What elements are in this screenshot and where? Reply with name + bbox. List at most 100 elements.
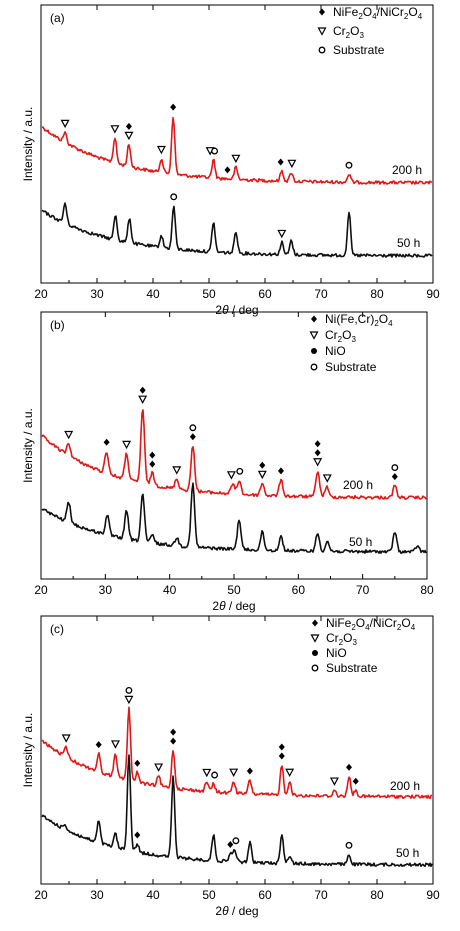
legend-subscript: 4 bbox=[372, 12, 377, 21]
peak-marker-triangle-icon bbox=[156, 145, 166, 155]
series-label: 50 h bbox=[397, 236, 420, 250]
legend-subscript: 2 bbox=[339, 638, 344, 647]
peak-marker-triangle-icon bbox=[64, 430, 74, 440]
legend-text-part: O bbox=[343, 631, 352, 645]
peak-marker-diamond-icon bbox=[227, 840, 234, 848]
legend-subscript: 2 bbox=[351, 623, 356, 632]
peak-marker-diamond-icon bbox=[277, 467, 284, 475]
legend-subscript: 4 bbox=[418, 12, 423, 21]
x-axis-title-theta: θ bbox=[222, 904, 229, 918]
legend-subscript: 2 bbox=[358, 12, 363, 21]
x-tick-label: 30 bbox=[99, 583, 113, 597]
legend-subscript: 2 bbox=[404, 12, 409, 21]
x-axis-title-unit: / deg bbox=[229, 904, 259, 918]
legend-subscript: 3 bbox=[359, 31, 364, 40]
legend-diamond-icon bbox=[311, 315, 317, 323]
peak-marker-diamond-icon bbox=[224, 166, 231, 174]
peak-marker-triangle-icon bbox=[110, 740, 120, 749]
peak-marker-circle-icon bbox=[125, 686, 133, 694]
legend-subscript: 2 bbox=[374, 319, 379, 328]
peak-marker-triangle-icon bbox=[122, 440, 132, 450]
peak-marker-diamond-icon bbox=[103, 438, 110, 446]
legend-text-part: NiO bbox=[326, 646, 347, 660]
x-tick-label: 70 bbox=[314, 287, 328, 301]
x-axis-title-prefix: 2 bbox=[215, 303, 222, 317]
x-tick-label: 30 bbox=[90, 888, 104, 902]
series-line-50h bbox=[41, 202, 433, 258]
series-label: 50 h bbox=[349, 535, 372, 549]
peak-marker-diamond-icon bbox=[278, 752, 285, 760]
panel-label: (b) bbox=[50, 318, 65, 332]
peak-marker-diamond-icon bbox=[314, 449, 321, 457]
legend-text-part: /NiCr bbox=[377, 5, 404, 19]
series-label: 200 h bbox=[343, 478, 373, 492]
legend-circle-black-icon bbox=[312, 650, 318, 656]
legend-circle-icon bbox=[318, 46, 326, 54]
peak-marker-diamond-icon bbox=[278, 743, 285, 751]
legend-triangle-icon bbox=[317, 27, 327, 36]
legend-circle-icon bbox=[310, 363, 318, 371]
peak-marker-triangle-icon bbox=[285, 768, 295, 778]
legend-triangle-icon bbox=[309, 331, 319, 340]
legend-entry: NiFe2O4/NiCr2O4 bbox=[326, 616, 416, 632]
peak-marker-circle-icon bbox=[345, 841, 353, 849]
peak-marker-diamond-icon bbox=[277, 158, 284, 166]
peak-marker-diamond-icon bbox=[352, 777, 359, 785]
legend-text-part: Cr bbox=[333, 24, 346, 38]
x-tick-label: 80 bbox=[370, 287, 384, 301]
x-tick-label: 20 bbox=[34, 888, 48, 902]
x-axis-title-prefix: 2 bbox=[215, 904, 222, 918]
x-tick-label: 90 bbox=[426, 888, 440, 902]
legend-circle-black-icon bbox=[311, 348, 317, 354]
x-tick-label: 70 bbox=[356, 583, 370, 597]
legend-entry: NiO bbox=[325, 344, 346, 358]
series-label: 50 h bbox=[396, 846, 419, 860]
series-line-50h bbox=[41, 754, 433, 868]
x-tick-label: 40 bbox=[163, 583, 177, 597]
peak-marker-triangle-icon bbox=[61, 734, 71, 743]
legend-subscript: 4 bbox=[388, 319, 393, 328]
legend-diamond-icon bbox=[312, 619, 318, 627]
legend-entry: Ni(Fe,Cr)2O4 bbox=[325, 312, 393, 328]
legend-subscript: 3 bbox=[352, 638, 357, 647]
legend-circle-icon bbox=[311, 664, 319, 672]
x-tick-label: 20 bbox=[34, 287, 48, 301]
legend-subscript: 2 bbox=[397, 623, 402, 632]
x-axis-title-theta: θ bbox=[222, 303, 229, 317]
peak-marker-triangle-icon bbox=[329, 777, 339, 786]
legend-entry: NiO bbox=[326, 646, 347, 660]
legend-text-part: O bbox=[356, 616, 365, 630]
legend-text-part: NiFe bbox=[326, 616, 352, 630]
peak-marker-circle-icon bbox=[170, 193, 178, 201]
legend-entry: NiFe2O4/NiCr2O4 bbox=[333, 5, 423, 21]
panel-label: (c) bbox=[50, 622, 64, 636]
peak-marker-circle-icon bbox=[236, 467, 244, 475]
legend-text-part: O bbox=[350, 24, 359, 38]
peak-marker-diamond-icon bbox=[125, 122, 132, 130]
peak-marker-triangle-icon bbox=[202, 768, 212, 778]
peak-marker-triangle-icon bbox=[277, 229, 287, 239]
legend-text-part: O bbox=[379, 312, 388, 326]
x-tick-label: 40 bbox=[146, 888, 160, 902]
legend-entry: Cr2O3 bbox=[333, 24, 364, 40]
peak-marker-diamond-icon bbox=[139, 386, 146, 394]
peak-marker-circle-icon bbox=[189, 424, 197, 432]
series-label: 200 h bbox=[392, 163, 422, 177]
legend-entry: Substrate bbox=[326, 661, 378, 675]
legend-subscript: 2 bbox=[338, 335, 343, 344]
legend-entry: Cr2O3 bbox=[326, 631, 357, 647]
legend-subscript: 2 bbox=[346, 31, 351, 40]
peak-marker-triangle-icon bbox=[124, 695, 134, 705]
peak-marker-triangle-icon bbox=[287, 159, 297, 169]
x-tick-label: 50 bbox=[202, 287, 216, 301]
legend-text-part: Ni(Fe,Cr) bbox=[325, 312, 374, 326]
legend-text-part: Cr bbox=[326, 631, 339, 645]
peak-marker-circle-icon bbox=[232, 837, 240, 845]
peak-marker-diamond-icon bbox=[246, 767, 253, 775]
peak-marker-diamond-icon bbox=[391, 473, 398, 481]
peak-marker-diamond-icon bbox=[189, 433, 196, 441]
legend-text-part: Substrate bbox=[325, 360, 377, 374]
legend-subscript: 4 bbox=[365, 623, 370, 632]
